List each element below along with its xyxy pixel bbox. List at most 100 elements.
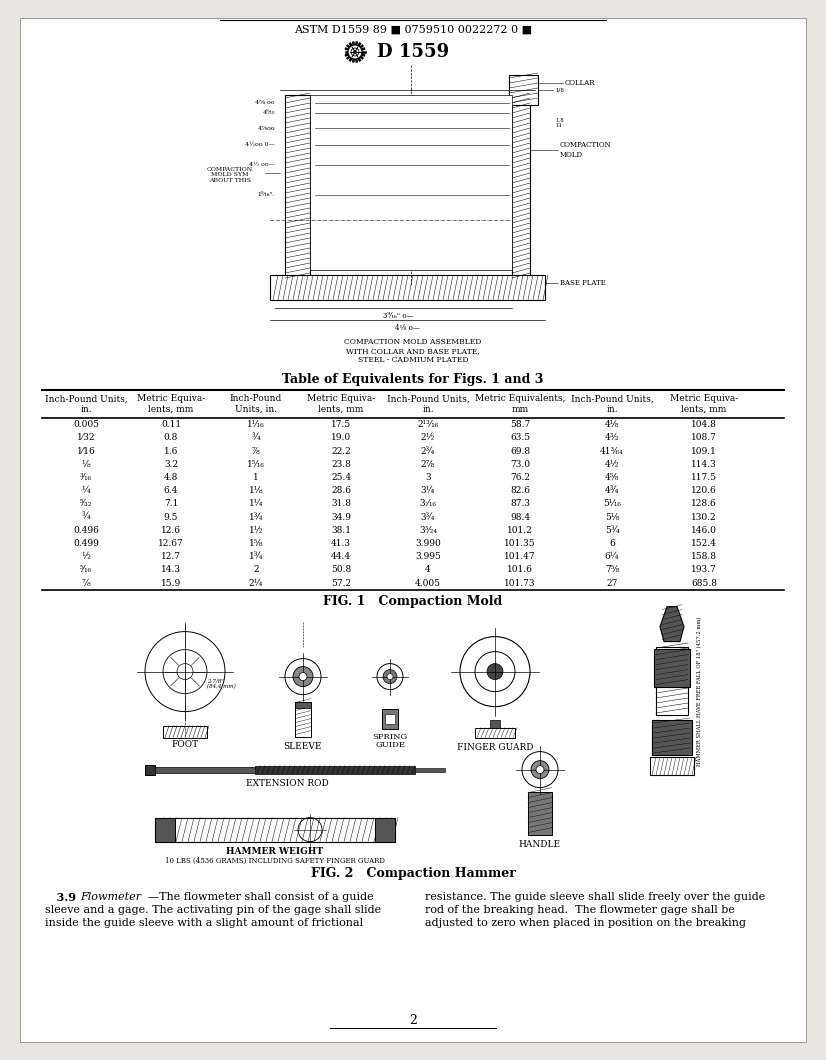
Text: 128.6: 128.6: [691, 499, 717, 509]
Text: 5¾: 5¾: [605, 526, 620, 534]
Text: 109.1: 109.1: [691, 446, 717, 456]
Text: 101.2: 101.2: [507, 526, 533, 534]
Text: 6.4: 6.4: [164, 487, 178, 495]
Text: Inch-Pound
Units, in.: Inch-Pound Units, in.: [230, 394, 282, 413]
Text: 2: 2: [254, 565, 259, 575]
Text: rod of the breaking head.  The flowmeter gage shall be: rod of the breaking head. The flowmeter …: [425, 904, 735, 915]
Text: 5¹⁄₈: 5¹⁄₈: [605, 512, 620, 522]
Text: HANDLE: HANDLE: [519, 841, 561, 849]
Text: 25.4: 25.4: [331, 473, 351, 482]
Text: Flowmeter: Flowmeter: [80, 891, 141, 902]
Text: 3: 3: [425, 473, 431, 482]
Text: 1⁵⁄₁₆: 1⁵⁄₁₆: [247, 460, 265, 469]
Text: 12.7: 12.7: [161, 552, 181, 561]
Text: Metric Equivalents,
mm: Metric Equivalents, mm: [475, 394, 565, 413]
Text: Metric Equiva-
lents, mm: Metric Equiva- lents, mm: [670, 394, 738, 413]
Text: 76.2: 76.2: [510, 473, 530, 482]
Text: 3.9: 3.9: [45, 891, 76, 903]
Text: 101.47: 101.47: [504, 552, 536, 561]
Text: 0.005: 0.005: [73, 420, 99, 429]
Text: 158.8: 158.8: [691, 552, 717, 561]
Bar: [375, 817, 395, 842]
Text: 1.6: 1.6: [164, 446, 178, 456]
Text: 4⁹⁄₁₀: 4⁹⁄₁₀: [263, 110, 275, 116]
Text: 4½: 4½: [605, 460, 620, 469]
Text: ³⁄₁₆: ³⁄₁₆: [80, 473, 92, 482]
Text: 15.9: 15.9: [161, 579, 181, 587]
Text: 4⅛ o—: 4⅛ o—: [395, 324, 420, 332]
Text: 152.4: 152.4: [691, 538, 717, 548]
Circle shape: [354, 51, 357, 53]
Text: 22.2: 22.2: [331, 446, 351, 456]
Polygon shape: [660, 606, 684, 641]
Text: 4¹⁄₈: 4¹⁄₈: [605, 420, 620, 429]
Bar: [509, 75, 538, 105]
Text: 1⅛: 1⅛: [249, 487, 263, 495]
Circle shape: [351, 48, 359, 56]
Text: 2-7/8"
(84.4 mm): 2-7/8" (84.4 mm): [207, 678, 235, 689]
Bar: [656, 647, 688, 716]
Text: 1¾: 1¾: [249, 552, 263, 561]
Bar: [490, 720, 500, 727]
Text: 1¹⁄₁₆: 1¹⁄₁₆: [247, 420, 265, 429]
Bar: [295, 702, 311, 708]
Bar: [382, 708, 398, 728]
Text: 2⁷⁄₈: 2⁷⁄₈: [420, 460, 435, 469]
Text: 7.1: 7.1: [164, 499, 178, 509]
Text: ¾: ¾: [82, 512, 90, 522]
Text: 4.005: 4.005: [415, 579, 441, 587]
Bar: [415, 767, 445, 772]
Text: 101.6: 101.6: [507, 565, 533, 575]
Text: SLEEVE: SLEEVE: [284, 742, 322, 752]
Text: 28.6: 28.6: [331, 487, 351, 495]
Text: 4⅞oo: 4⅞oo: [258, 125, 275, 130]
Text: Metric Equiva-
lents, mm: Metric Equiva- lents, mm: [137, 394, 205, 413]
Bar: [528, 792, 552, 834]
Text: 0.496: 0.496: [73, 526, 99, 534]
Text: HAMMER WEIGHT: HAMMER WEIGHT: [226, 847, 324, 856]
Text: 4¾: 4¾: [605, 487, 620, 495]
Text: WITH COLLAR AND BASE PLATE,: WITH COLLAR AND BASE PLATE,: [346, 347, 480, 355]
Text: 2¼: 2¼: [249, 579, 263, 587]
Text: 117.5: 117.5: [691, 473, 717, 482]
Text: 98.4: 98.4: [510, 512, 530, 522]
Text: 2¹³⁄₁₆: 2¹³⁄₁₆: [417, 420, 439, 429]
Text: ⁵⁄₁₆: ⁵⁄₁₆: [80, 565, 92, 575]
Text: 1⁵⁄₈: 1⁵⁄₈: [249, 538, 263, 548]
Text: ⅛: ⅛: [82, 460, 90, 469]
Text: FOOT: FOOT: [172, 740, 198, 749]
Text: Table of Equivalents for Figs. 1 and 3: Table of Equivalents for Figs. 1 and 3: [282, 373, 544, 387]
Circle shape: [536, 765, 544, 774]
Text: 12.6: 12.6: [161, 526, 181, 534]
Text: 3¼: 3¼: [420, 487, 435, 495]
Text: 9.5: 9.5: [164, 512, 178, 522]
Text: 193.7: 193.7: [691, 565, 717, 575]
Text: 4⅝ oo: 4⅝ oo: [255, 101, 275, 106]
Text: 7⁵⁄₈: 7⁵⁄₈: [605, 565, 620, 575]
Text: 14.3: 14.3: [161, 565, 181, 575]
Bar: [255, 765, 415, 774]
Text: 4⁵⁄₈: 4⁵⁄₈: [605, 473, 620, 482]
Text: D 1559: D 1559: [377, 43, 449, 61]
Text: 10 LBS (4536 GRAMS) INCLUDING SAFETY FINGER GUARD: 10 LBS (4536 GRAMS) INCLUDING SAFETY FIN…: [165, 856, 385, 865]
Bar: [155, 766, 255, 773]
Text: 101.35: 101.35: [504, 538, 536, 548]
Text: —The flowmeter shall consist of a guide: —The flowmeter shall consist of a guide: [148, 891, 373, 902]
Bar: [155, 817, 395, 842]
Text: 41³⁄₆₄: 41³⁄₆₄: [601, 446, 624, 456]
Text: resistance. The guide sleeve shall slide freely over the guide: resistance. The guide sleeve shall slide…: [425, 891, 765, 902]
Circle shape: [383, 670, 397, 684]
Text: 146.0: 146.0: [691, 526, 717, 534]
Text: 114.3: 114.3: [691, 460, 717, 469]
Circle shape: [348, 45, 362, 59]
Text: 63.5: 63.5: [510, 434, 530, 442]
Bar: [385, 713, 395, 724]
Text: 6: 6: [609, 538, 615, 548]
Text: 2½: 2½: [420, 434, 435, 442]
Text: 2: 2: [409, 1013, 417, 1026]
Text: ASTM D1559 89 ■ 0759510 0022272 0 ■: ASTM D1559 89 ■ 0759510 0022272 0 ■: [294, 25, 532, 35]
Text: 3¾: 3¾: [420, 512, 435, 522]
Text: 130.2: 130.2: [691, 512, 717, 522]
Text: 1⁄32: 1⁄32: [77, 434, 95, 442]
Text: 44.4: 44.4: [331, 552, 351, 561]
